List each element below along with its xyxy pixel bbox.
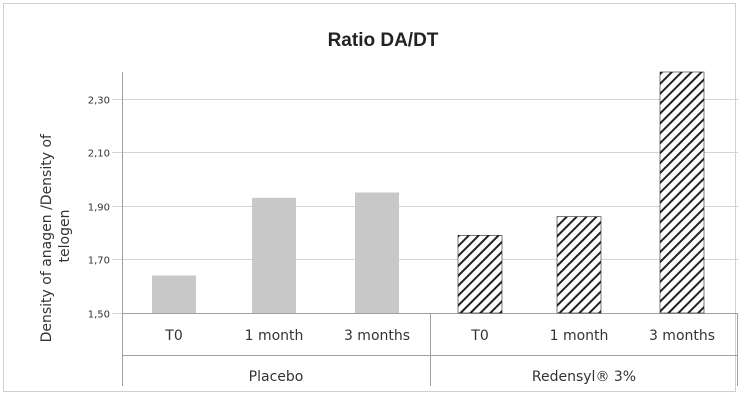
y-tick-label: 2,10 [88, 149, 110, 160]
bar-placebo-1 [152, 275, 196, 313]
bar-redensyl-3 [659, 71, 705, 314]
x-category-label: 1 month [550, 328, 609, 344]
x-category-label: T0 [164, 328, 182, 344]
y-axis-label-line-1: Density of anagen /Density of [39, 133, 55, 342]
x-category-label: 3 months [649, 328, 715, 344]
bar-placebo-3 [355, 192, 399, 313]
x-axis-labels: T0 1 month 3 months Placebo T0 1 month 3 month… [164, 328, 715, 385]
bar-redensyl-1 [457, 235, 503, 314]
y-tick-label: 2,30 [88, 96, 110, 107]
y-axis-label: Density of anagen /Density of telogen [39, 130, 73, 343]
y-tick-label: 1,90 [88, 203, 110, 214]
axes [122, 72, 738, 386]
y-tick-label: 1,50 [88, 310, 110, 321]
bar-placebo-2 [252, 197, 296, 313]
x-category-label: 1 month [245, 328, 304, 344]
bars [152, 71, 705, 314]
gridlines [112, 99, 738, 314]
group-label: Redensyl® 3% [532, 369, 636, 385]
chart-title: Ratio DA/DT [328, 30, 439, 51]
y-axis-label-line-2: telogen [57, 210, 73, 263]
x-category-label: 3 months [344, 328, 410, 344]
bar-redensyl-2 [556, 216, 602, 314]
x-category-label: T0 [470, 328, 488, 344]
y-tick-label: 1,70 [88, 256, 110, 267]
y-axis-ticks: 1,50 1,70 1,90 2,10 2,30 [88, 96, 110, 321]
group-label: Placebo [249, 369, 304, 385]
